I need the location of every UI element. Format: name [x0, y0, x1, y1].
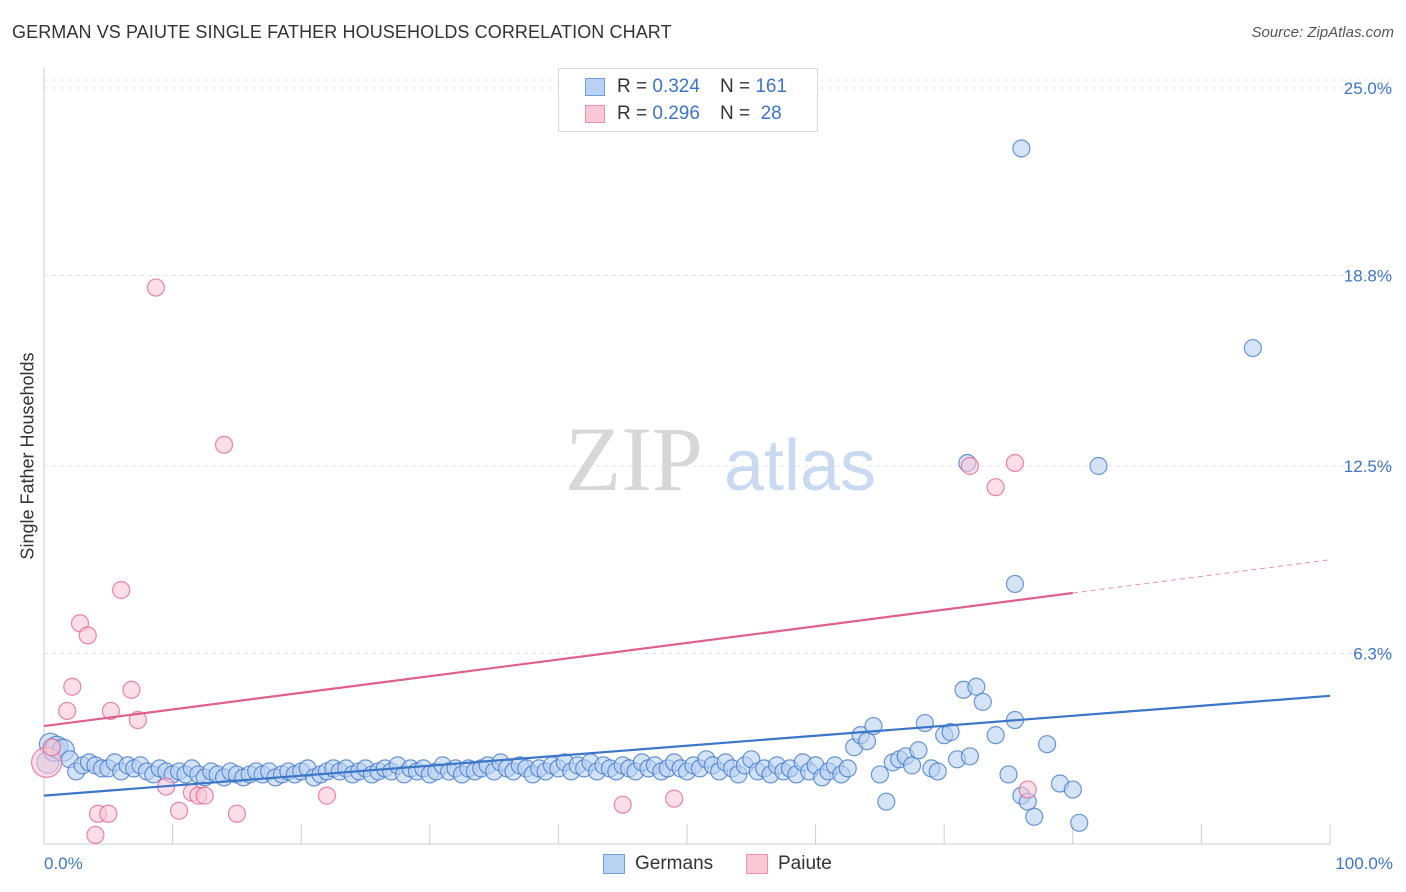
legend-n-value: 28 — [760, 103, 782, 124]
legend-n-label: N = — [719, 103, 751, 124]
point-paiute — [613, 795, 632, 814]
point-germans — [1070, 813, 1089, 832]
bottom-legend-swatch-paiute — [746, 854, 768, 874]
point-paiute — [78, 626, 97, 645]
axes — [43, 68, 1331, 845]
bottom-legend-label-paiute: Paiute — [778, 853, 832, 874]
point-germans — [838, 759, 857, 778]
legend-n-value: 161 — [755, 76, 788, 97]
point-paiute — [58, 701, 77, 721]
y-tick-label: 12.5% — [1344, 457, 1392, 476]
point-paiute — [122, 680, 141, 699]
tick-labels: 6.3% 12.5% 18.8% 25.0% 0.0% 100.0% — [44, 79, 1393, 873]
point-germans — [1063, 780, 1082, 799]
series-paiute — [30, 278, 1037, 845]
point-paiute — [63, 677, 82, 696]
legend-r-value: 0.296 — [652, 103, 700, 124]
legend-row-germans: R = 0.324 N = 161 — [585, 75, 787, 99]
point-germans — [960, 747, 980, 766]
point-germans — [941, 723, 960, 742]
point-paiute — [101, 701, 120, 721]
watermark-atlas: atlas — [724, 426, 876, 506]
legend-r-label: R = — [617, 76, 648, 97]
point-germans — [877, 792, 896, 811]
point-germans — [999, 765, 1018, 784]
point-germans — [928, 762, 947, 781]
point-paiute — [99, 804, 118, 823]
point-paiute — [128, 710, 147, 730]
legend-swatch-paiute — [585, 105, 605, 123]
trendline-germans — [43, 694, 1331, 797]
point-germans — [967, 677, 986, 696]
point-germans — [909, 741, 928, 760]
x-tick-label-min: 0.0% — [44, 854, 83, 873]
point-germans — [1005, 574, 1025, 594]
point-paiute — [195, 786, 214, 805]
point-paiute — [665, 789, 684, 808]
point-paiute — [960, 456, 980, 476]
point-germans — [1037, 735, 1057, 754]
stats-legend: R = 0.324 N = 161 R = 0.296 N = 28 — [558, 68, 818, 132]
point-paiute — [112, 580, 131, 600]
bottom-legend-paiute: Paiute — [746, 852, 832, 876]
point-paiute — [169, 801, 189, 820]
trendline-paiute-extension — [1072, 559, 1331, 594]
y-tick-label: 25.0% — [1344, 79, 1392, 98]
legend-r-label: R = — [617, 103, 648, 124]
y-tick-label: 18.8% — [1344, 266, 1392, 285]
point-paiute — [146, 278, 165, 297]
point-paiute — [42, 738, 61, 757]
point-germans — [986, 726, 1005, 745]
point-germans — [1025, 807, 1044, 826]
y-axis-label: Single Father Households — [17, 352, 38, 560]
source-label: Source: ZipAtlas.com — [1251, 24, 1394, 41]
point-paiute — [86, 825, 105, 845]
bottom-legend-swatch-germans — [603, 854, 625, 874]
watermark-zip: ZIP — [565, 408, 703, 510]
chart-title: GERMAN VS PAIUTE SINGLE FATHER HOUSEHOLD… — [12, 22, 672, 42]
y-tick-label: 6.3% — [1353, 644, 1392, 663]
point-paiute — [986, 478, 1005, 497]
legend-n-label: N = — [719, 76, 751, 97]
legend-swatch-germans — [585, 78, 605, 96]
point-germans — [915, 713, 935, 733]
point-germans — [1243, 338, 1262, 358]
point-paiute — [317, 786, 337, 805]
point-germans — [902, 756, 922, 775]
grid-lines — [44, 79, 1392, 654]
trend-lines — [43, 559, 1331, 797]
bottom-legend-label-germans: Germans — [635, 853, 714, 874]
legend-r-value: 0.324 — [652, 76, 700, 97]
point-paiute — [227, 804, 246, 823]
point-germans — [870, 765, 890, 784]
point-germans — [1012, 139, 1031, 158]
point-paiute — [214, 435, 234, 454]
point-germans — [973, 692, 992, 711]
point-paiute — [1018, 780, 1037, 799]
point-germans — [1089, 456, 1108, 476]
point-germans — [857, 732, 877, 751]
bottom-legend-germans: Germans — [603, 852, 713, 876]
legend-row-paiute: R = 0.296 N = 28 — [585, 102, 782, 126]
x-tick-label-max: 100.0% — [1335, 854, 1393, 873]
trendline-paiute — [43, 591, 1073, 728]
point-paiute — [1005, 453, 1025, 473]
